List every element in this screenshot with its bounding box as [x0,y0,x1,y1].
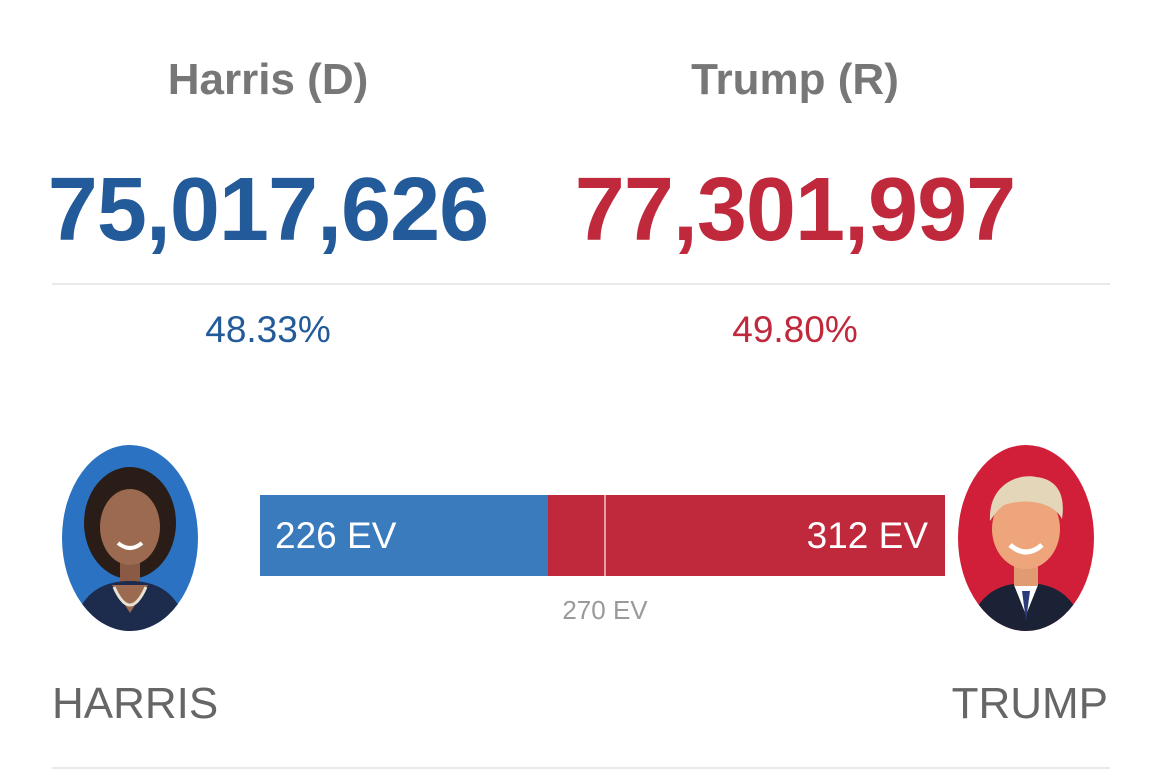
electoral-vote-bar: 226 EV 312 EV [260,495,945,576]
harris-surname: HARRIS [52,679,219,728]
harris-portrait [62,445,198,631]
results-divider [52,283,1110,285]
trump-vote-count: 77,301,997 [574,160,1016,260]
harris-ev-label: 226 EV [275,515,397,556]
harris-party-name: Harris (D) [167,55,369,104]
harris-vote-percent: 48.33% [205,309,331,350]
trump-surname: TRUMP [951,679,1108,728]
harris-vote-count: 75,017,626 [47,160,489,260]
threshold-label: 270 EV [562,595,648,625]
trump-vote-percent: 49.80% [732,309,858,350]
trump-ev-label: 312 EV [806,515,928,556]
harris-ev-bar [260,495,548,576]
bottom-divider [52,767,1110,769]
trump-portrait [958,445,1094,631]
trump-party-name: Trump (R) [691,55,899,104]
threshold-marker [603,495,606,576]
